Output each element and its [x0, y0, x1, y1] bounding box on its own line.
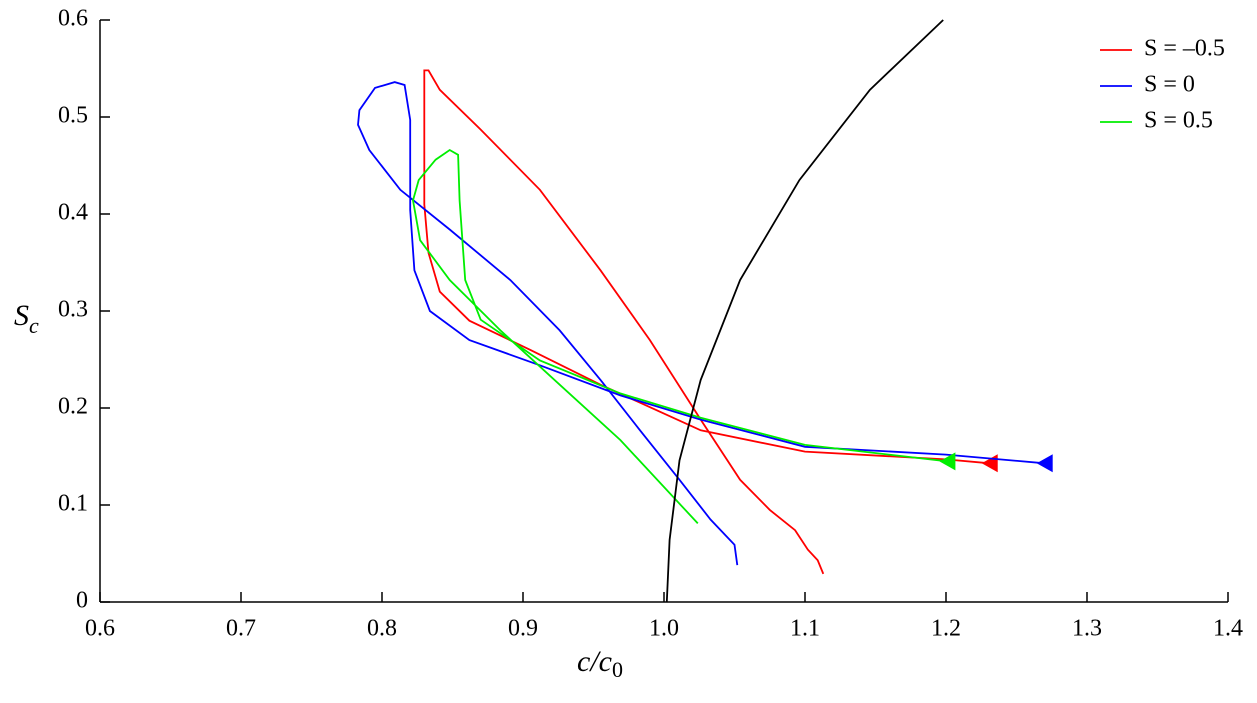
x-tick-label: 0.8 [367, 616, 397, 642]
legend-label: S = 0.5 [1144, 108, 1213, 134]
x-tick-label: 1.0 [649, 616, 679, 642]
x-tick-label: 1.1 [790, 616, 820, 642]
y-tick-label: 0.5 [58, 103, 88, 129]
x-label-sub: 0 [612, 657, 623, 682]
x-tick-label: 1.3 [1072, 616, 1102, 642]
y-tick-label: 0.6 [58, 6, 88, 32]
start-marker [1036, 454, 1053, 473]
y-tick-label: 0.2 [58, 394, 88, 420]
x-axis-label: c/c0 [577, 645, 623, 682]
y-label-main: S [14, 299, 29, 332]
y-tick-label: 0.3 [58, 297, 88, 323]
x-tick-label: 0.7 [226, 616, 256, 642]
x-tick-label: 0.9 [508, 616, 538, 642]
series-line [423, 69, 990, 575]
x-label-main: c/c [577, 645, 612, 678]
x-tick-label: 0.6 [85, 616, 115, 642]
series-line [665, 19, 944, 603]
start-marker [981, 454, 998, 473]
series-line [357, 81, 1045, 566]
legend-label: S = 0 [1144, 72, 1195, 98]
x-tick-label: 1.2 [931, 616, 961, 642]
y-tick-label: 0.4 [58, 200, 88, 226]
y-tick-label: 0 [76, 588, 88, 614]
legend-label: S = –0.5 [1144, 36, 1225, 62]
start-marker [939, 452, 956, 471]
y-axis-label: Sc [14, 299, 39, 338]
x-tick-label: 1.4 [1213, 616, 1243, 642]
y-label-sub: c [29, 313, 39, 338]
series-line [412, 148, 948, 525]
y-tick-label: 0.1 [58, 491, 88, 517]
